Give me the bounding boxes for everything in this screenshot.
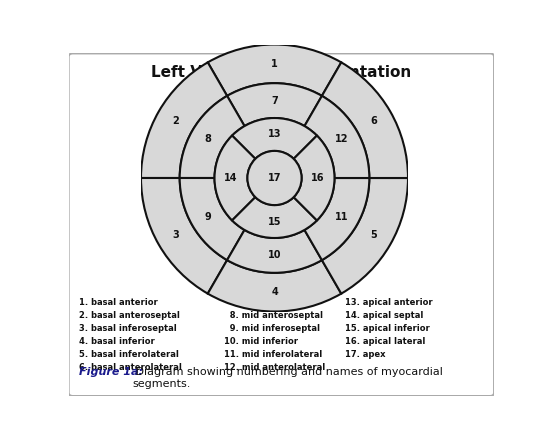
- Wedge shape: [141, 62, 227, 178]
- Text: 15: 15: [268, 217, 281, 227]
- Text: 10: 10: [268, 251, 281, 260]
- Text: 17. apex: 17. apex: [345, 351, 386, 360]
- Wedge shape: [180, 178, 244, 260]
- Text: 1: 1: [271, 59, 278, 69]
- Text: 10. mid inferior: 10. mid inferior: [224, 337, 298, 347]
- Text: 16. apical lateral: 16. apical lateral: [345, 337, 425, 347]
- Text: 7: 7: [271, 96, 278, 105]
- Wedge shape: [180, 96, 244, 178]
- Text: 3: 3: [172, 230, 179, 240]
- Text: 16: 16: [311, 173, 325, 183]
- Wedge shape: [322, 62, 408, 178]
- Text: 7. mid anterior: 7. mid anterior: [224, 299, 301, 307]
- Text: Left Ventricular Segmentation: Left Ventricular Segmentation: [151, 65, 412, 81]
- Text: 14: 14: [224, 173, 238, 183]
- Text: 14. apical septal: 14. apical septal: [345, 312, 424, 320]
- Text: 9. mid inferoseptal: 9. mid inferoseptal: [224, 324, 320, 333]
- Wedge shape: [208, 260, 341, 312]
- Wedge shape: [215, 136, 255, 220]
- Text: 1. basal anterior: 1. basal anterior: [79, 299, 158, 307]
- Text: 8. mid anteroseptal: 8. mid anteroseptal: [224, 312, 323, 320]
- Text: 2. basal anteroseptal: 2. basal anteroseptal: [79, 312, 180, 320]
- Wedge shape: [208, 44, 341, 96]
- Wedge shape: [232, 197, 317, 238]
- Circle shape: [248, 151, 301, 205]
- Text: Diagram showing numbering and names of myocardial
segments.: Diagram showing numbering and names of m…: [132, 367, 444, 388]
- Text: Figure 1a:: Figure 1a:: [79, 367, 143, 377]
- Text: 3. basal inferoseptal: 3. basal inferoseptal: [79, 324, 177, 333]
- Text: 17: 17: [268, 173, 281, 183]
- Text: 8: 8: [204, 134, 211, 144]
- Wedge shape: [322, 178, 408, 294]
- Wedge shape: [141, 178, 227, 294]
- FancyBboxPatch shape: [69, 53, 494, 396]
- Wedge shape: [232, 118, 317, 159]
- Wedge shape: [227, 83, 322, 126]
- Text: 12. mid anterolateral: 12. mid anterolateral: [224, 364, 325, 372]
- Text: 2: 2: [172, 116, 179, 126]
- Wedge shape: [305, 96, 369, 178]
- Text: 13. apical anterior: 13. apical anterior: [345, 299, 433, 307]
- Text: 9: 9: [204, 212, 211, 222]
- Text: 13: 13: [268, 129, 281, 139]
- Text: 11: 11: [335, 212, 348, 222]
- Wedge shape: [227, 230, 322, 273]
- Wedge shape: [294, 136, 334, 220]
- Text: 12: 12: [335, 134, 348, 144]
- Text: 5. basal inferolateral: 5. basal inferolateral: [79, 351, 179, 360]
- Text: 15. apical inferior: 15. apical inferior: [345, 324, 430, 333]
- Text: 11. mid inferolateral: 11. mid inferolateral: [224, 351, 322, 360]
- Text: 6. basal anterolateral: 6. basal anterolateral: [79, 364, 182, 372]
- Wedge shape: [305, 178, 369, 260]
- Text: 4: 4: [271, 287, 278, 297]
- Text: 6: 6: [370, 116, 377, 126]
- Text: 5: 5: [370, 230, 377, 240]
- Text: 4. basal inferior: 4. basal inferior: [79, 337, 155, 347]
